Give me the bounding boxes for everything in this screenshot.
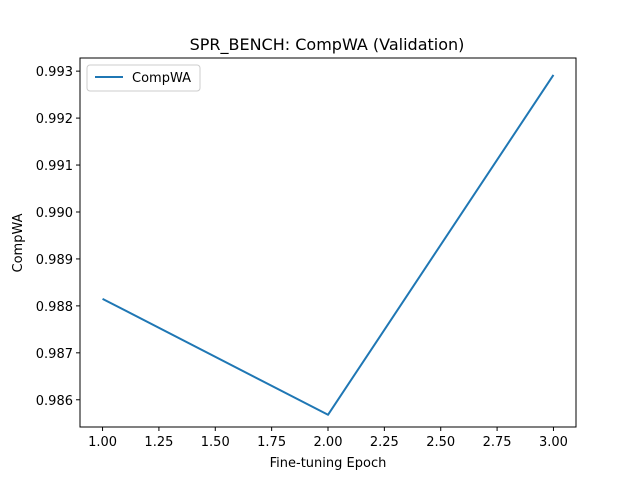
x-tick-label: 1.00 [88,435,117,450]
chart-title: SPR_BENCH: CompWA (Validation) [190,35,465,55]
y-axis: 0.986 0.987 0.988 0.989 0.990 0.991 0.992 0.993 [36,65,80,409]
y-tick-label: 0.991 [36,159,73,174]
y-tick-label: 0.990 [36,206,73,221]
x-tick-label: 1.75 [257,435,286,450]
y-tick-label: 0.987 [36,347,73,362]
legend-label: CompWA [132,71,191,86]
x-tick-label: 2.50 [426,435,455,450]
series-line-compwa [102,74,555,416]
legend: CompWA [86,64,201,92]
x-tick-label: 2.75 [483,435,512,450]
series-layer [102,74,555,416]
y-tick-label: 0.992 [36,112,73,127]
y-tick-label: 0.993 [36,65,73,80]
y-tick-label: 0.989 [36,253,73,268]
y-axis-label: CompWA [11,213,26,272]
x-tick-label: 2.25 [370,435,399,450]
plot-area: 1.00 1.25 1.50 1.75 2.00 2.25 2.50 2.75 3.00 0.9… [36,57,577,450]
x-tick-label: 1.25 [144,435,173,450]
x-tick-label: 3.00 [539,435,568,450]
x-tick-label: 2.00 [314,435,343,450]
x-axis: 1.00 1.25 1.50 1.75 2.00 2.25 2.50 2.75 3.00 [88,427,568,450]
y-tick-label: 0.988 [36,300,73,315]
x-tick-label: 1.50 [201,435,230,450]
y-tick-label: 0.986 [36,394,73,409]
x-axis-label: Fine-tuning Epoch [270,456,387,471]
plot-frame [79,57,577,428]
legend-box [86,64,201,92]
